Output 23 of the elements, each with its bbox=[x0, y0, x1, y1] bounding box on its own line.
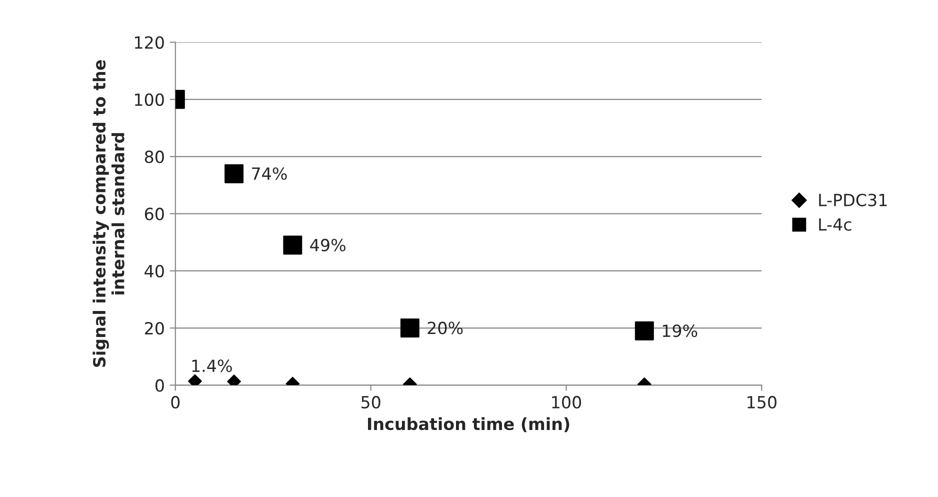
point bbox=[224, 164, 244, 184]
data-label: 19% bbox=[662, 324, 698, 338]
x-tick-label: 150 bbox=[748, 396, 776, 408]
y-tick-label: 60 bbox=[144, 208, 164, 220]
data-label: 49% bbox=[310, 238, 346, 252]
x-tick-label: 0 bbox=[171, 396, 180, 408]
y-tick-label: 80 bbox=[144, 150, 164, 164]
x-tick-label: 50 bbox=[362, 396, 380, 408]
y-tick-label: 120 bbox=[135, 36, 164, 49]
point bbox=[283, 236, 302, 255]
legend-label: L-PDC31 bbox=[819, 194, 887, 206]
data-label: 1.4% bbox=[192, 360, 232, 372]
data-label: 20% bbox=[428, 322, 463, 334]
x-axis-title: Incubation time (min) bbox=[368, 417, 570, 432]
data-label: 74% bbox=[252, 167, 287, 180]
y-axis-title: Signal intensity compared to the internal standard bbox=[92, 60, 124, 367]
y-tick-label: 40 bbox=[144, 264, 164, 278]
x-tick-label: 100 bbox=[552, 396, 582, 408]
y-tick-label: 20 bbox=[145, 322, 164, 335]
legend-label: L-4c bbox=[819, 218, 852, 231]
point bbox=[634, 321, 654, 340]
y-tick-label: 100 bbox=[135, 93, 164, 106]
y-tick-label: 0 bbox=[155, 379, 164, 392]
